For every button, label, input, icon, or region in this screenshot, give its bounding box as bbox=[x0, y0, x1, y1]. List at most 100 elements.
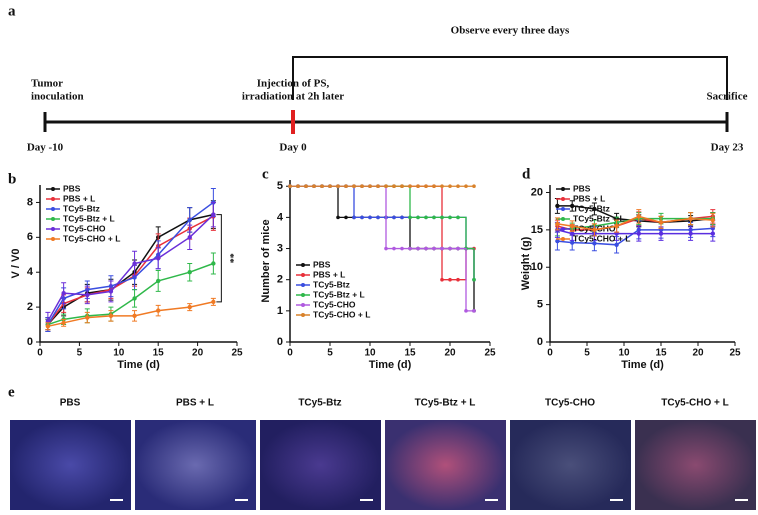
significance-label: ** bbox=[224, 253, 235, 263]
point bbox=[187, 304, 192, 310]
point bbox=[344, 215, 348, 220]
significance-bracket bbox=[216, 214, 222, 303]
image-label: TCy5-Btz + L bbox=[415, 398, 476, 409]
legend-label: TCy5-Btz bbox=[63, 203, 100, 213]
y-tick-label: 4 bbox=[27, 266, 34, 278]
day-label: Day -10 bbox=[27, 142, 64, 154]
event-label: Injection of PS, bbox=[257, 78, 330, 90]
legend-marker bbox=[51, 237, 55, 241]
point bbox=[85, 292, 90, 298]
micrograph bbox=[260, 420, 381, 510]
legend-marker bbox=[301, 303, 305, 307]
y-tick-label: 8 bbox=[27, 196, 33, 208]
point bbox=[352, 215, 356, 220]
legend-marker bbox=[561, 197, 565, 201]
y-tick-label: 6 bbox=[27, 231, 33, 243]
x-tick-label: 25 bbox=[729, 348, 741, 359]
point bbox=[710, 217, 715, 223]
x-tick-label: 10 bbox=[364, 348, 376, 359]
legend-label: PBS bbox=[573, 183, 591, 193]
x-tick-label: 20 bbox=[192, 348, 204, 359]
day-label: Day 23 bbox=[711, 142, 744, 154]
legend-marker bbox=[561, 217, 565, 221]
series-line bbox=[47, 201, 214, 325]
panel-letter: e bbox=[8, 384, 15, 400]
point bbox=[614, 242, 619, 248]
point bbox=[61, 320, 66, 326]
y-axis-label: Number of mice bbox=[260, 219, 272, 302]
legend-marker bbox=[51, 207, 55, 211]
legend-label: PBS bbox=[63, 183, 81, 193]
y-tick-label: 3 bbox=[277, 242, 283, 254]
point bbox=[555, 238, 560, 244]
legend-label: TCy5-CHO bbox=[63, 223, 106, 233]
x-tick-label: 25 bbox=[484, 348, 496, 359]
point bbox=[156, 308, 161, 313]
x-axis-label: Time (d) bbox=[117, 359, 160, 371]
point bbox=[336, 184, 340, 189]
image-label: TCy5-CHO bbox=[545, 398, 595, 409]
legend-label: TCy5-CHO bbox=[313, 299, 356, 309]
point bbox=[312, 184, 316, 189]
y-axis-label: Weight (g) bbox=[520, 236, 532, 290]
legend-marker bbox=[301, 273, 305, 277]
image-label: TCy5-CHO + L bbox=[661, 398, 729, 409]
y-tick-label: 2 bbox=[277, 274, 283, 286]
point bbox=[416, 184, 420, 189]
panel-letter: d bbox=[522, 166, 531, 182]
series-line bbox=[47, 213, 214, 326]
legend-label: TCy5-Btz + L bbox=[313, 289, 365, 299]
x-tick-label: 5 bbox=[327, 348, 333, 359]
legend-label: PBS + L bbox=[573, 193, 605, 203]
image-label: PBS + L bbox=[176, 398, 214, 409]
legend-marker bbox=[561, 207, 565, 211]
series-line bbox=[47, 262, 214, 326]
point bbox=[688, 216, 693, 221]
point bbox=[448, 184, 452, 189]
point bbox=[570, 240, 575, 245]
point bbox=[448, 246, 452, 251]
point bbox=[156, 256, 161, 261]
point bbox=[570, 223, 575, 229]
y-axis-label: V / V0 bbox=[10, 249, 22, 279]
point bbox=[400, 184, 404, 189]
image-label: PBS bbox=[60, 398, 81, 409]
y-tick-label: 20 bbox=[531, 186, 543, 198]
point bbox=[400, 246, 404, 251]
point bbox=[472, 309, 476, 313]
point bbox=[376, 184, 380, 189]
point bbox=[304, 184, 308, 189]
point bbox=[211, 212, 216, 217]
point bbox=[555, 203, 560, 209]
point bbox=[187, 270, 192, 275]
observe-bracket bbox=[292, 56, 728, 100]
x-tick-label: 10 bbox=[618, 348, 630, 359]
x-axis-label: Time (d) bbox=[369, 359, 412, 371]
legend-marker bbox=[561, 187, 565, 191]
point bbox=[424, 184, 428, 189]
x-tick-label: 15 bbox=[655, 348, 667, 359]
point bbox=[456, 246, 460, 251]
point bbox=[440, 246, 444, 251]
micrograph bbox=[385, 420, 506, 510]
event-label: Sacrifice bbox=[707, 91, 748, 103]
y-tick-label: 0 bbox=[27, 336, 33, 348]
point bbox=[61, 290, 66, 296]
panel-letter: a bbox=[8, 3, 16, 19]
point bbox=[416, 246, 420, 251]
point bbox=[592, 241, 597, 246]
y-tick-label: 10 bbox=[531, 261, 543, 273]
micrograph bbox=[135, 420, 256, 510]
point bbox=[408, 246, 412, 251]
point bbox=[440, 184, 444, 189]
point bbox=[456, 184, 460, 189]
point bbox=[336, 215, 340, 220]
point bbox=[384, 184, 388, 189]
legend-label: PBS bbox=[313, 259, 331, 269]
point bbox=[320, 184, 324, 189]
point bbox=[592, 227, 597, 233]
legend-label: PBS + L bbox=[63, 193, 95, 203]
point bbox=[424, 246, 428, 251]
point bbox=[392, 246, 396, 251]
micrograph bbox=[10, 420, 131, 510]
